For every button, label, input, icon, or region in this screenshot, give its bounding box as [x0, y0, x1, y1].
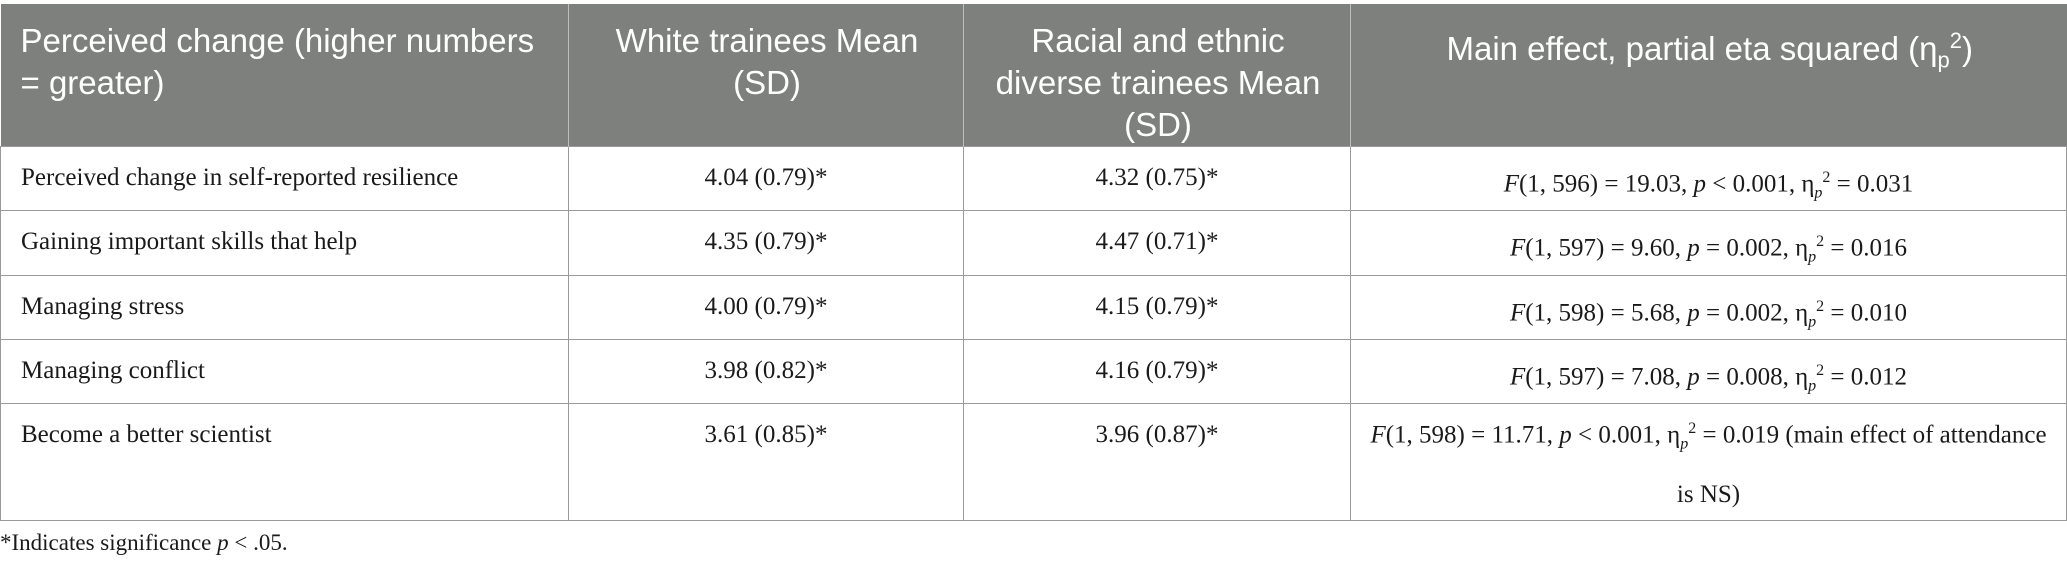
main-effect-stat: F(1, 598) = 5.68, p = 0.002, ηp2 = 0.010 [1350, 274, 2067, 340]
diverse-mean-sd: 4.32 (0.75)* [963, 145, 1351, 212]
white-mean-sd: 3.98 (0.82)* [568, 338, 964, 405]
white-mean-sd: 4.00 (0.79)* [568, 274, 964, 340]
table-row: Gaining important skills that help 4.35 … [0, 210, 2067, 276]
table-row: Managing stress 4.00 (0.79)* 4.15 (0.79)… [0, 274, 2067, 340]
p-value: = 0.002, η [1699, 298, 1809, 326]
f-symbol: F [1509, 298, 1526, 326]
eta-sub: p [1814, 184, 1823, 202]
header-main-effect-close: ) [1962, 30, 1973, 67]
p-value: < 0.001, η [1705, 170, 1815, 198]
diverse-mean-sd: 4.15 (0.79)* [963, 274, 1351, 340]
p-symbol: p [1687, 363, 1700, 391]
header-diverse-trainees: Racial and ethnic diverse trainees Mean … [963, 4, 1351, 147]
white-mean-sd: 4.35 (0.79)* [568, 210, 964, 276]
eta-sub: p [1808, 248, 1817, 266]
table-row: Perceived change in self-reported resili… [0, 145, 2067, 212]
p-symbol: p [1693, 170, 1706, 198]
eta-sub: p [1808, 312, 1817, 330]
white-mean-sd: 3.61 (0.85)* [568, 403, 964, 521]
p-value: < 0.001, η [1571, 421, 1681, 449]
header-main-effect: Main effect, partial eta squared (ηp2) [1350, 4, 2067, 147]
row-label: Managing stress [0, 274, 569, 340]
p-value: = 0.008, η [1699, 363, 1809, 391]
eta-value: = 0.019 [1696, 421, 1780, 449]
diverse-mean-sd: 4.16 (0.79)* [963, 338, 1351, 405]
diverse-mean-sd: 4.47 (0.71)* [963, 210, 1351, 276]
eta-value: = 0.010 [1824, 298, 1908, 326]
f-symbol: F [1509, 234, 1526, 262]
table-row: Become a better scientist 3.61 (0.85)* 3… [0, 403, 2067, 521]
results-table: Perceived change (higher numbers = great… [0, 4, 2067, 521]
main-effect-stat: F(1, 597) = 9.60, p = 0.002, ηp2 = 0.016 [1350, 210, 2067, 276]
header-main-effect-text: Main effect, partial eta squared (η [1446, 30, 1938, 67]
eta-sub: p [1680, 435, 1689, 453]
header-perceived-change: Perceived change (higher numbers = great… [0, 4, 569, 147]
eta-sup: 2 [1816, 233, 1825, 251]
footnote-prefix: *Indicates significance [0, 530, 218, 555]
row-label: Become a better scientist [0, 403, 569, 521]
row-label: Perceived change in self-reported resili… [0, 145, 569, 212]
footnote-suffix: < .05. [228, 530, 288, 555]
f-args: (1, 598) = 5.68, [1525, 298, 1688, 326]
extra-note: (main effect of attendance is NS) [1676, 421, 2047, 508]
eta-sub: p [1808, 377, 1817, 395]
p-symbol: p [1687, 298, 1700, 326]
f-args: (1, 598) = 11.71, [1385, 421, 1560, 449]
footnote-p: p [217, 530, 229, 555]
header-eta-sub: p [1937, 47, 1950, 73]
main-effect-stat: F(1, 597) = 7.08, p = 0.008, ηp2 = 0.012 [1350, 338, 2067, 405]
p-value: = 0.002, η [1699, 234, 1809, 262]
eta-value: = 0.031 [1830, 170, 1914, 198]
p-symbol: p [1559, 421, 1572, 449]
p-symbol: p [1687, 234, 1700, 262]
eta-sup: 2 [1816, 297, 1825, 315]
diverse-mean-sd: 3.96 (0.87)* [963, 403, 1351, 521]
eta-sup: 2 [1822, 169, 1831, 186]
main-effect-stat: F(1, 598) = 11.71, p < 0.001, ηp2 = 0.01… [1350, 403, 2067, 521]
eta-sup: 2 [1816, 361, 1825, 379]
white-mean-sd: 4.04 (0.79)* [568, 145, 964, 212]
eta-value: = 0.016 [1824, 234, 1908, 262]
f-symbol: F [1370, 421, 1386, 449]
eta-sup: 2 [1688, 420, 1697, 438]
f-symbol: F [1503, 170, 1519, 198]
header-eta-sup: 2 [1949, 28, 1962, 53]
eta-value: = 0.012 [1824, 363, 1908, 391]
footnote: *Indicates significance p < .05. [0, 530, 288, 556]
header-row: Perceived change (higher numbers = great… [0, 4, 2067, 147]
header-white-trainees: White trainees Mean (SD) [568, 4, 964, 147]
f-args: (1, 597) = 9.60, [1525, 234, 1688, 262]
main-effect-stat: F(1, 596) = 19.03, p < 0.001, ηp2 = 0.03… [1350, 145, 2067, 212]
row-label: Gaining important skills that help [0, 210, 569, 276]
table-row: Managing conflict 3.98 (0.82)* 4.16 (0.7… [0, 338, 2067, 405]
f-args: (1, 596) = 19.03, [1518, 170, 1694, 198]
f-args: (1, 597) = 7.08, [1525, 363, 1688, 391]
row-label: Managing conflict [0, 338, 569, 405]
f-symbol: F [1509, 363, 1526, 391]
